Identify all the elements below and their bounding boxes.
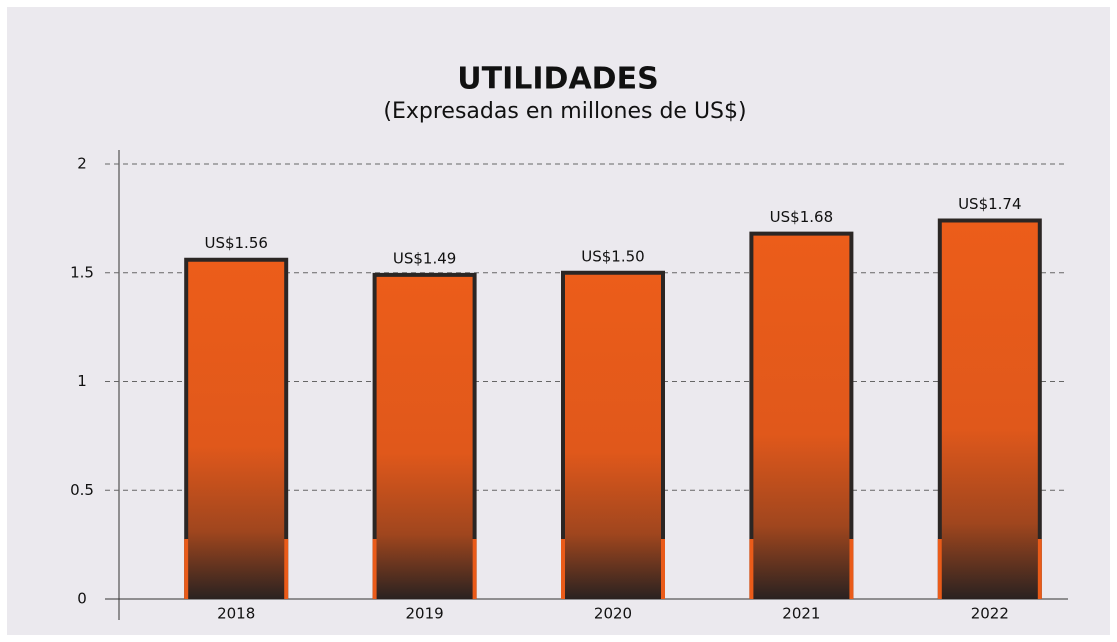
bar-edge [1037,539,1042,599]
y-tick-label: 2 [77,155,87,173]
y-tick-label: 0.5 [70,481,94,499]
bar-edge [849,539,854,599]
chart-title: UTILIDADES [457,62,658,97]
bar [751,233,852,599]
chart-subtitle: (Expresadas en millones de US$) [383,99,746,124]
bar [186,259,287,599]
x-tick-label: 2018 [217,605,255,623]
bar-outline [372,272,477,599]
bar-outline [749,231,854,599]
bar-edge [561,539,565,599]
x-tick-label: 2020 [594,605,632,623]
bar-outline [561,270,665,599]
y-tick-label: 1 [77,372,87,390]
bar-edge [372,539,377,599]
x-tick-label: 2019 [406,605,444,623]
bar-edge [937,539,942,599]
value-label: US$1.56 [204,234,267,252]
value-label: US$1.50 [581,247,644,265]
bar-edge [284,539,289,599]
value-label: US$1.68 [770,208,833,226]
bar-edge [184,539,189,599]
x-tick-label: 2021 [782,605,820,623]
bar-outline [937,218,1042,599]
bar-edge [472,539,477,599]
x-tick-label: 2022 [971,605,1009,623]
bar-edge [749,539,754,599]
bar-edge [661,539,665,599]
value-label: US$1.74 [958,195,1021,213]
bar-outline [184,257,289,599]
bar [563,272,663,599]
value-label: US$1.49 [393,249,456,267]
bar [939,220,1040,600]
y-tick-label: 0 [77,590,87,608]
bar [374,274,475,599]
y-tick-label: 1.5 [70,263,94,281]
